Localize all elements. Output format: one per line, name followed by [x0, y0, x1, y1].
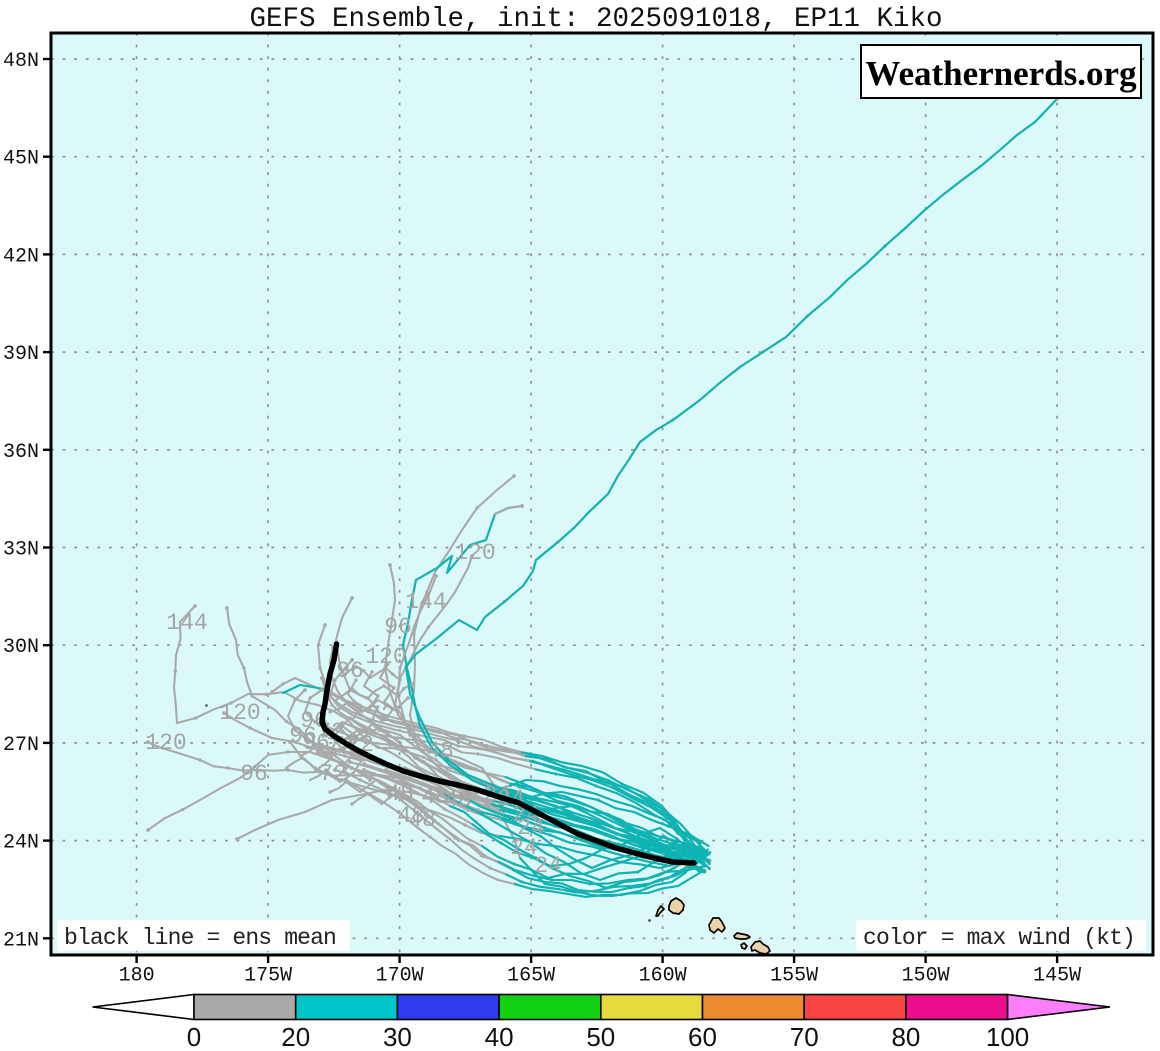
svg-text:24N: 24N — [3, 832, 39, 855]
svg-text:72: 72 — [319, 761, 347, 787]
svg-text:21N: 21N — [3, 929, 39, 952]
svg-text:42N: 42N — [3, 245, 39, 268]
svg-text:120: 120 — [365, 644, 406, 670]
svg-text:50: 50 — [586, 1022, 615, 1051]
svg-text:60: 60 — [688, 1022, 717, 1051]
svg-text:96: 96 — [384, 614, 412, 640]
svg-text:145W: 145W — [1033, 965, 1081, 988]
svg-text:100: 100 — [986, 1022, 1029, 1051]
svg-text:black line = ens mean: black line = ens mean — [64, 925, 336, 951]
svg-text:96: 96 — [336, 658, 364, 684]
svg-text:120: 120 — [454, 540, 495, 566]
svg-text:48: 48 — [397, 803, 425, 829]
svg-text:48: 48 — [386, 781, 414, 807]
svg-text:160W: 160W — [639, 965, 687, 988]
svg-text:96: 96 — [240, 761, 268, 787]
svg-text:48: 48 — [408, 807, 436, 833]
svg-text:36N: 36N — [3, 441, 39, 464]
svg-text:170W: 170W — [376, 965, 424, 988]
svg-text:30: 30 — [383, 1022, 412, 1051]
svg-text:GEFS Ensemble, init: 202509101: GEFS Ensemble, init: 2025091018, EP11 Ki… — [249, 4, 942, 35]
svg-text:24: 24 — [534, 853, 562, 879]
svg-text:155W: 155W — [770, 965, 818, 988]
svg-text:96: 96 — [302, 730, 330, 756]
svg-text:48: 48 — [426, 738, 454, 764]
svg-text:0: 0 — [187, 1022, 201, 1051]
svg-text:180: 180 — [119, 965, 155, 988]
svg-text:144: 144 — [405, 589, 446, 615]
svg-text:48: 48 — [421, 784, 449, 810]
svg-text:80: 80 — [891, 1022, 920, 1051]
svg-text:96: 96 — [289, 723, 317, 749]
svg-text:70: 70 — [790, 1022, 819, 1051]
svg-text:20: 20 — [281, 1022, 310, 1051]
svg-text:27N: 27N — [3, 734, 39, 757]
svg-text:24: 24 — [510, 835, 538, 861]
svg-text:33N: 33N — [3, 539, 39, 562]
svg-text:175W: 175W — [244, 965, 292, 988]
svg-text:48N: 48N — [3, 50, 39, 73]
svg-text:144: 144 — [166, 610, 207, 636]
svg-text:72: 72 — [367, 702, 395, 728]
svg-text:Weathernerds.org: Weathernerds.org — [865, 54, 1137, 93]
svg-text:39N: 39N — [3, 343, 39, 366]
svg-text:30N: 30N — [3, 636, 39, 659]
svg-text:150W: 150W — [902, 965, 950, 988]
svg-text:120: 120 — [145, 730, 186, 756]
svg-text:45N: 45N — [3, 148, 39, 171]
svg-text:40: 40 — [485, 1022, 514, 1051]
svg-text:120: 120 — [219, 700, 260, 726]
svg-text:165W: 165W — [507, 965, 555, 988]
svg-text:color = max wind (kt): color = max wind (kt) — [863, 925, 1135, 951]
svg-text:24: 24 — [517, 815, 545, 841]
svg-text:48: 48 — [444, 787, 472, 813]
